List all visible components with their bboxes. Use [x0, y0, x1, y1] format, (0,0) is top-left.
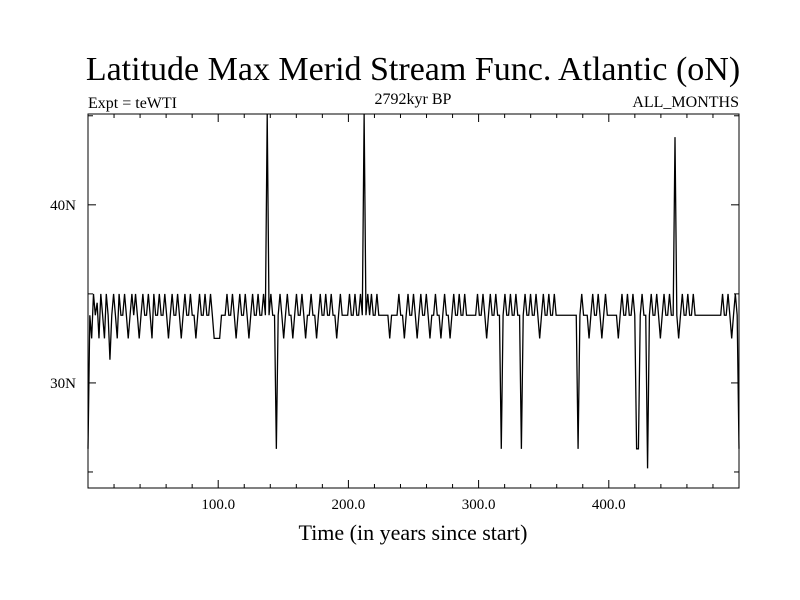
y-tick-label: 30N: [50, 376, 76, 392]
y-axis-ticks: 30N 40N: [50, 115, 739, 473]
y-tick-label: 40N: [50, 198, 76, 214]
x-tick-label: 100.0: [201, 497, 235, 513]
x-axis-title: Time (in years since start): [299, 520, 528, 545]
experiment-label: Expt = teWTI: [88, 95, 177, 112]
x-axis-ticks: 100.0 200.0 300.0 400.0: [113, 114, 714, 513]
months-label: ALL_MONTHS: [632, 94, 739, 111]
x-tick-label: 300.0: [462, 497, 496, 513]
plot-frame: [87, 113, 740, 489]
x-tick-label: 200.0: [332, 497, 366, 513]
x-tick-label: 400.0: [592, 497, 626, 513]
chart-title: Latitude Max Merid Stream Func. Atlantic…: [86, 51, 740, 88]
period-label: 2792kyr BP: [375, 91, 452, 108]
series-line: [87, 113, 740, 469]
